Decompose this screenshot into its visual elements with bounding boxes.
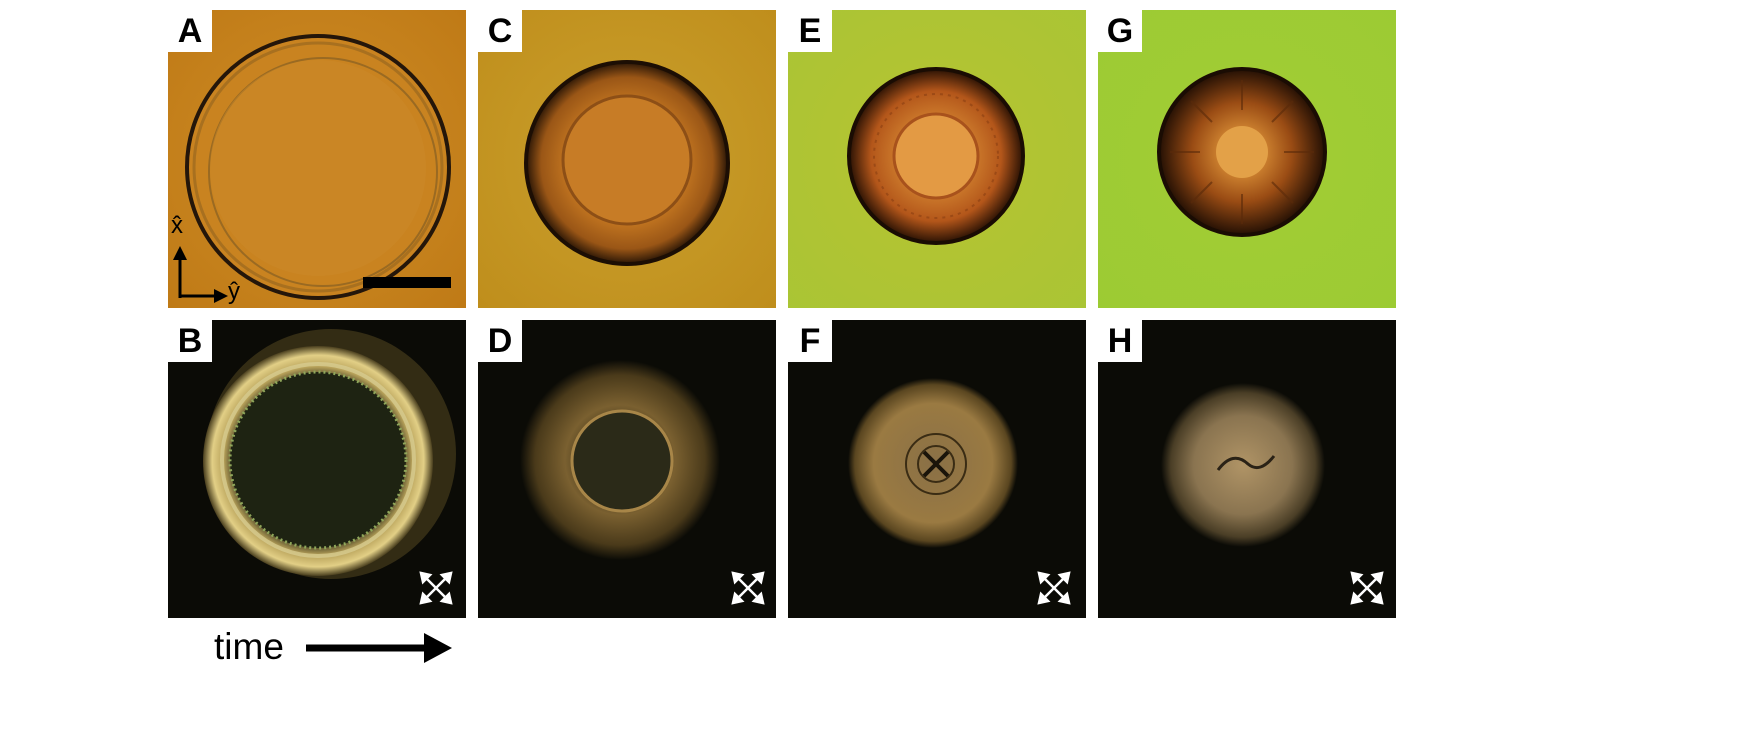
scale-bar <box>363 277 451 288</box>
crossed-polarizers-icon <box>1350 571 1384 605</box>
axes-indicator <box>173 246 228 303</box>
y-axis-label: ŷ <box>228 278 240 305</box>
droplet-image-f <box>788 320 1086 618</box>
droplet-image-e <box>788 10 1086 308</box>
droplet-image-a <box>168 10 466 308</box>
arrow-right-icon <box>306 633 452 663</box>
crossed-polarizers-icon <box>1037 571 1071 605</box>
crossed-polarizers-icon <box>731 571 765 605</box>
droplet-image-g <box>1098 10 1396 308</box>
panel-h: H <box>1098 320 1396 618</box>
panel-label: B <box>168 320 212 362</box>
crossed-polarizers-icon <box>419 571 453 605</box>
panel-label: G <box>1098 10 1142 52</box>
panel-label: C <box>478 10 522 52</box>
panel-a: A x̂ ŷ <box>168 10 466 308</box>
panel-label: D <box>478 320 522 362</box>
panel-label: E <box>788 10 832 52</box>
panel-f: F <box>788 320 1086 618</box>
panel-label: F <box>788 320 832 362</box>
x-axis-label: x̂ <box>171 212 183 239</box>
droplet-image-c <box>478 10 776 308</box>
time-indicator: time <box>214 624 484 674</box>
time-label: time <box>214 626 284 667</box>
panel-label: H <box>1098 320 1142 362</box>
panel-e: E <box>788 10 1086 308</box>
droplet-image-h <box>1098 320 1396 618</box>
panel-c: C <box>478 10 776 308</box>
droplet-image-b <box>168 320 466 618</box>
panel-label: A <box>168 10 212 52</box>
panel-d: D <box>478 320 776 618</box>
droplet-image-d <box>478 320 776 618</box>
panel-g: G <box>1098 10 1396 308</box>
panel-b: B <box>168 320 466 618</box>
